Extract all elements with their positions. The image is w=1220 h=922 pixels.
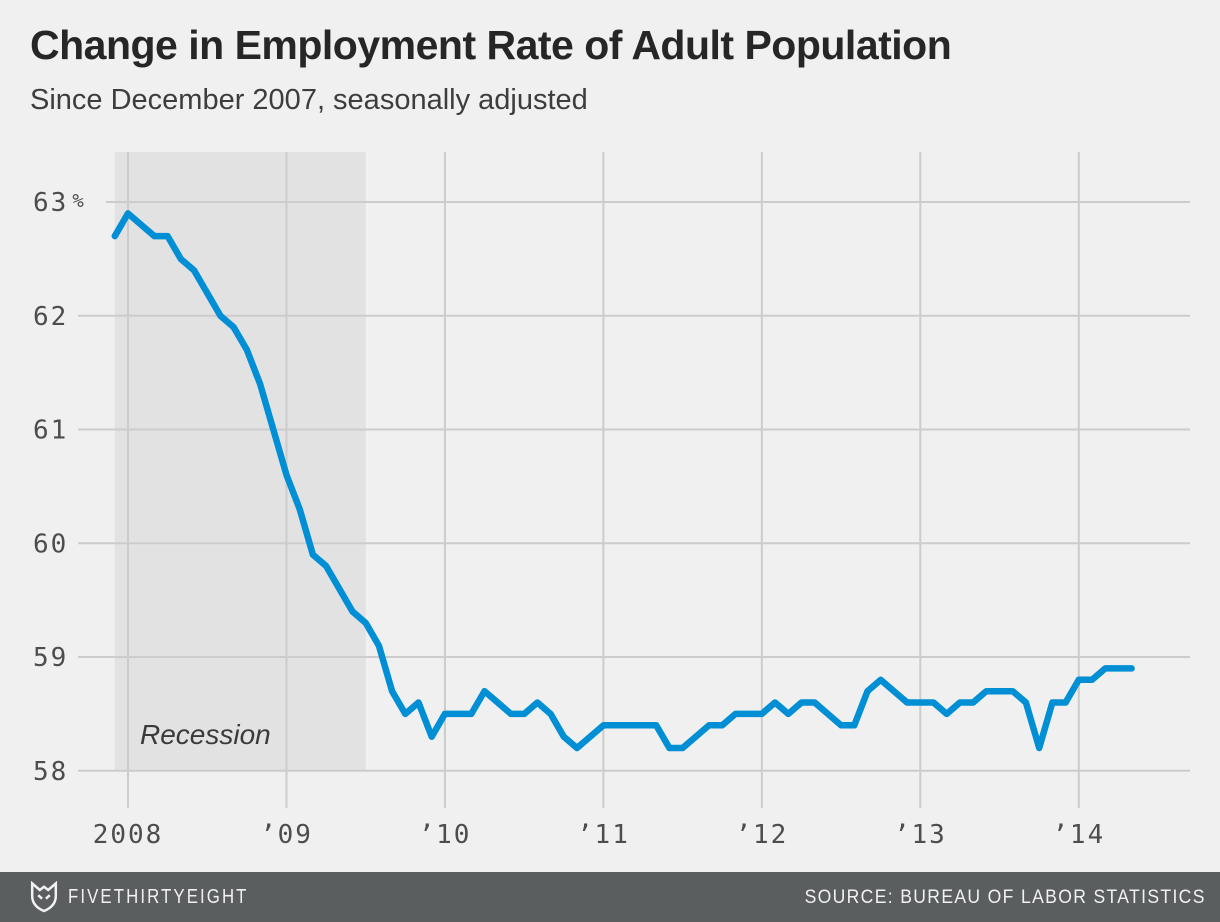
y-axis-tick-label: 62 [33, 302, 68, 332]
y-axis-tick-label: 59 [33, 643, 68, 673]
x-axis-tick-label: 2008 [93, 820, 164, 850]
y-axis-tick-label: 58 [33, 757, 68, 787]
fivethirtyeight-fox-logo-icon [30, 881, 58, 913]
source-credit: SOURCE: BUREAU OF LABOR STATISTICS [804, 885, 1206, 908]
y-axis-tick-label: 60 [33, 529, 68, 559]
x-axis-tick-label: ’11 [577, 820, 630, 850]
x-axis-tick-label: ’09 [260, 820, 313, 850]
x-axis-tick-label: ’13 [894, 820, 947, 850]
page-title: Change in Employment Rate of Adult Popul… [30, 22, 952, 68]
x-axis-tick-label: ’10 [418, 820, 471, 850]
recession-band [114, 152, 366, 771]
x-axis-tick-label: ’12 [735, 820, 788, 850]
footer-bar: FIVETHIRTYEIGHT SOURCE: BUREAU OF LABOR … [0, 872, 1220, 922]
x-axis-tick-label: ’14 [1052, 820, 1105, 850]
brand-wordmark: FIVETHIRTYEIGHT [68, 885, 249, 908]
y-axis-tick-label: 63% [33, 188, 86, 218]
y-axis-tick-label: 61 [33, 416, 68, 446]
employment-rate-line [111, 210, 1135, 752]
page-subtitle: Since December 2007, seasonally adjusted [30, 84, 588, 116]
recession-annotation-label: Recession [140, 719, 271, 750]
brand: FIVETHIRTYEIGHT [30, 881, 283, 913]
